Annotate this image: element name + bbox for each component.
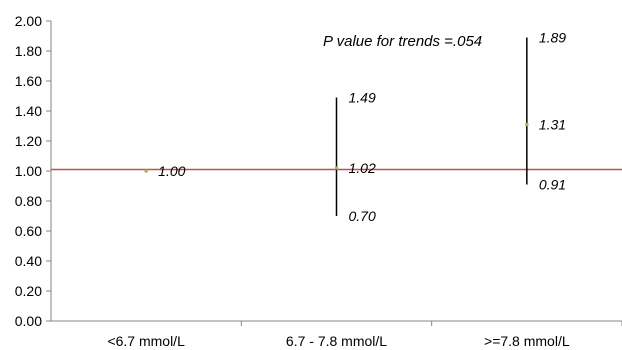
data-point bbox=[334, 166, 339, 170]
series-group: 1.00 1.02 1.49 0.70 1.31 1.89 0.91 bbox=[144, 30, 566, 224]
lower-ci-label: 0.70 bbox=[349, 208, 376, 224]
lower-ci-label: 0.91 bbox=[539, 177, 566, 193]
x-tick-label: 6.7 - 7.8 mmol/L bbox=[286, 333, 387, 349]
x-axis-ticks: <6.7 mmol/L 6.7 - 7.8 mmol/L >=7.8 mmol/L bbox=[107, 321, 622, 349]
y-tick-label: 1.00 bbox=[15, 163, 42, 179]
y-tick-label: 0.00 bbox=[15, 313, 42, 329]
y-axis-ticks: 0.00 0.20 0.40 0.60 0.80 1.00 1.20 1.40 1.60 1.80… bbox=[15, 13, 51, 329]
y-tick-label: 0.20 bbox=[15, 283, 42, 299]
upper-ci-label: 1.89 bbox=[539, 30, 566, 46]
upper-ci-label: 1.49 bbox=[349, 90, 376, 106]
y-tick-label: 1.60 bbox=[15, 73, 42, 89]
y-tick-label: 2.00 bbox=[15, 13, 42, 29]
value-label: 1.31 bbox=[539, 117, 566, 133]
y-tick-label: 1.80 bbox=[15, 43, 42, 59]
x-tick-label: <6.7 mmol/L bbox=[107, 333, 185, 349]
y-tick-label: 0.40 bbox=[15, 253, 42, 269]
y-tick-label: 0.60 bbox=[15, 223, 42, 239]
value-label: 1.02 bbox=[349, 160, 376, 176]
data-point bbox=[144, 169, 148, 173]
x-tick-label: >=7.8 mmol/L bbox=[484, 333, 570, 349]
trend-annotation: P value for trends =.054 bbox=[323, 33, 482, 50]
value-label: 1.00 bbox=[158, 163, 185, 179]
y-tick-label: 1.40 bbox=[15, 103, 42, 119]
y-tick-label: 1.20 bbox=[15, 133, 42, 149]
y-tick-label: 0.80 bbox=[15, 193, 42, 209]
data-point bbox=[525, 122, 529, 127]
